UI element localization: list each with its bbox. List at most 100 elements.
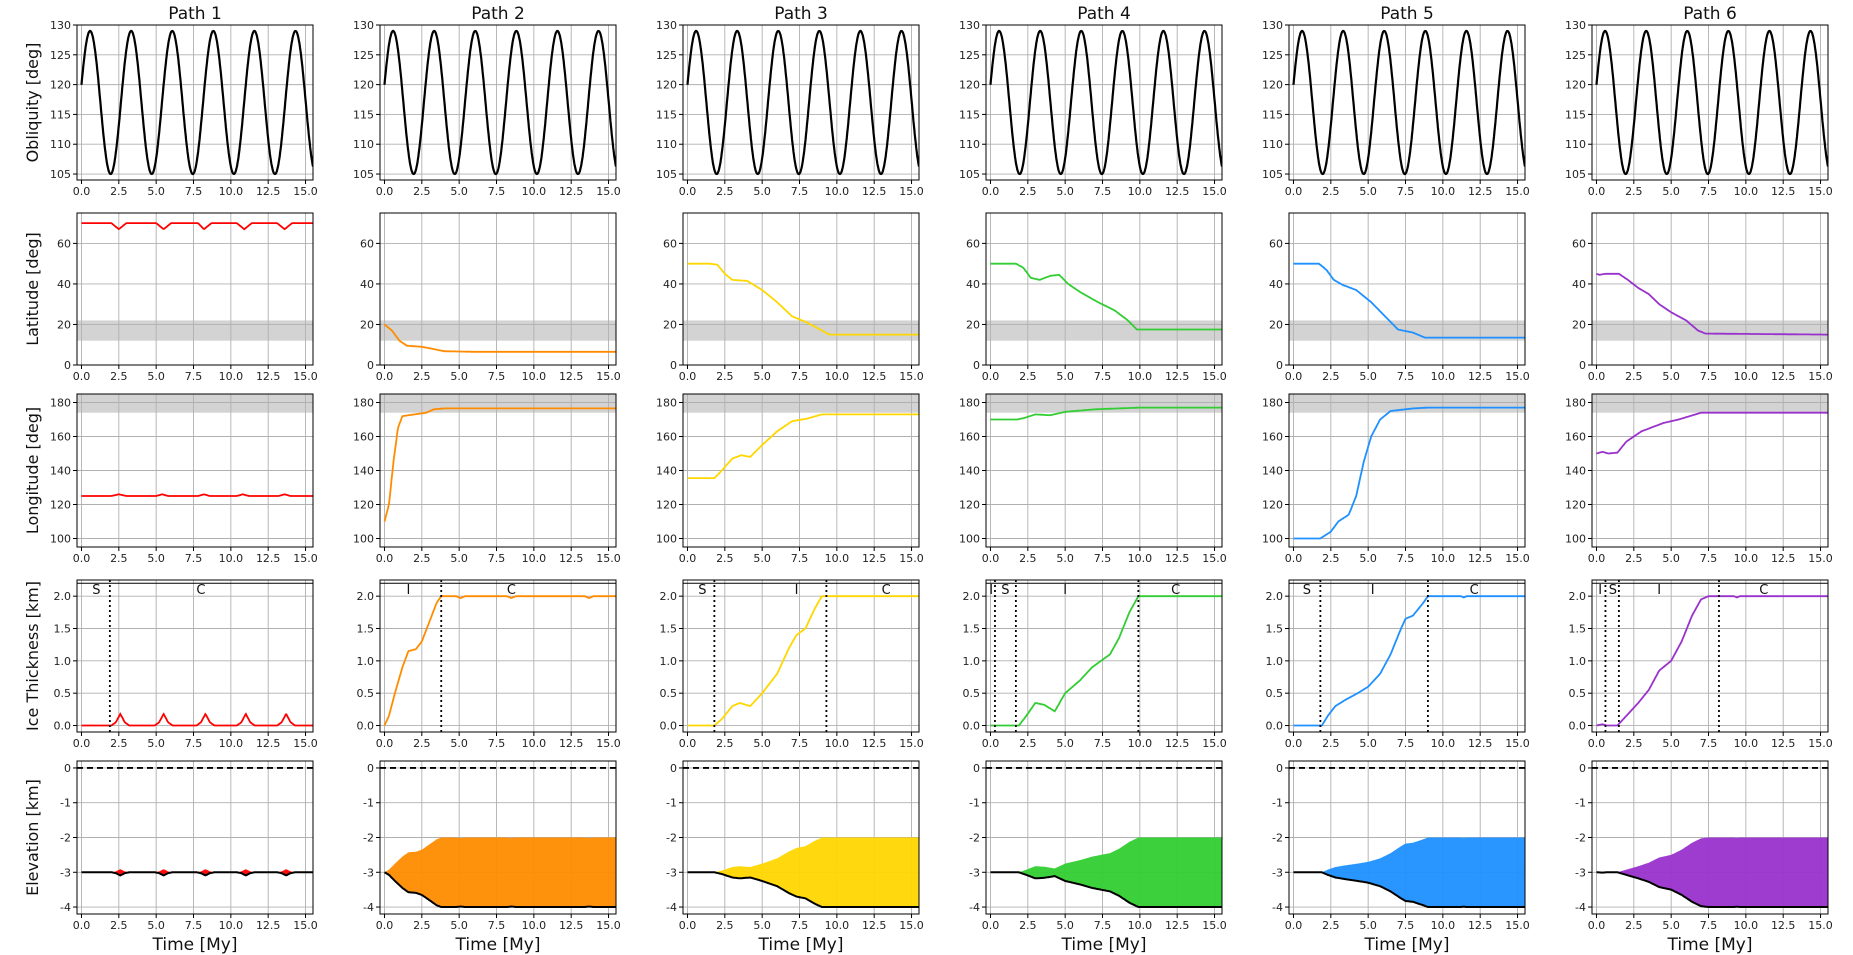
x-tick-label: 10.0 <box>522 919 547 932</box>
x-tick-label: 7.5 <box>1700 737 1718 750</box>
x-tick-label: 2.5 <box>716 737 734 750</box>
x-tick-label: 5.0 <box>1056 185 1074 198</box>
subplot: 0.0 2.5 5.0 7.5 10.0 12.5 15.0 0 -1 -2 -3 -4 Time [M… <box>969 760 1227 955</box>
subplot: 0.0 2.5 5.0 7.5 10.0 12.5 15.0 105 110 115 120 125 1… <box>1565 19 1833 198</box>
y-axis-label: Longitude [deg] <box>23 407 42 534</box>
y-tick-label: -1 <box>1575 797 1586 810</box>
x-tick-label: 0.0 <box>1588 737 1606 750</box>
x-tick-label: 15.0 <box>1202 370 1227 383</box>
y-tick-label: 60 <box>663 237 677 250</box>
x-tick-label: 2.5 <box>1625 737 1643 750</box>
x-tick-label: 7.5 <box>1094 737 1112 750</box>
x-tick-label: 10.0 <box>522 370 547 383</box>
phase-label: I <box>406 583 410 598</box>
x-tick-label: 5.0 <box>1056 552 1074 565</box>
x-tick-label: 0.0 <box>376 552 394 565</box>
x-tick-label: 0.0 <box>1285 370 1303 383</box>
x-tick-label: 7.5 <box>791 919 809 932</box>
x-tick-label: 15.0 <box>596 737 621 750</box>
y-tick-label: 60 <box>1572 237 1586 250</box>
y-tick-label: 120 <box>656 499 677 512</box>
y-tick-label: 0.5 <box>660 687 678 700</box>
plot-area <box>683 394 919 547</box>
y-tick-label: -4 <box>60 901 71 914</box>
y-tick-label: 110 <box>656 138 677 151</box>
axes-frame <box>1591 24 1829 181</box>
x-tick-label: 0.0 <box>1285 185 1303 198</box>
subplot: 0.0 2.5 5.0 7.5 10.0 12.5 15.0 0.0 0.5 1.0 1.5 2.0 I… <box>357 579 621 750</box>
x-tick-label: 0.0 <box>982 552 1000 565</box>
y-tick-label: 105 <box>959 168 980 181</box>
y-tick-label: -3 <box>969 866 980 879</box>
y-axis-label: Ice Thickness [km] <box>23 581 42 731</box>
x-tick-label: 0.0 <box>982 919 1000 932</box>
y-tick-label: 125 <box>1565 49 1586 62</box>
lat-line <box>687 262 919 336</box>
y-tick-label: 140 <box>1565 465 1586 478</box>
y-tick-label: -1 <box>969 797 980 810</box>
x-tick-label: 10.0 <box>219 919 244 932</box>
subplot: 0.0 2.5 5.0 7.5 10.0 12.5 15.0 105 110 115 120 125 1… <box>656 19 924 198</box>
subplot: 0.0 2.5 5.0 7.5 10.0 12.5 15.0 0 -1 -2 -3 -4 Time [M… <box>363 760 621 955</box>
x-tick-label: 12.5 <box>1771 370 1796 383</box>
x-tick-label: 7.5 <box>1397 919 1415 932</box>
phase-label: C <box>507 583 516 598</box>
x-tick-label: 2.5 <box>1625 552 1643 565</box>
axes-frame <box>76 579 314 733</box>
x-tick-label: 5.0 <box>1359 552 1377 565</box>
ice-volume-area <box>1596 837 1828 907</box>
x-tick-label: 0.0 <box>376 737 394 750</box>
axes-frame <box>379 24 617 181</box>
phase-label: S <box>698 583 706 598</box>
y-tick-label: 60 <box>360 237 374 250</box>
x-tick-label: 10.0 <box>1128 370 1153 383</box>
x-tick-label: 12.5 <box>1165 185 1190 198</box>
y-tick-label: 2.0 <box>1266 590 1284 603</box>
x-tick-label: 2.5 <box>1019 737 1037 750</box>
y-tick-label: 125 <box>353 49 374 62</box>
obliquity-line <box>383 29 616 176</box>
y-tick-label: 60 <box>966 237 980 250</box>
target-band <box>986 320 1222 341</box>
phase-label: S <box>92 583 100 598</box>
obliquity-line <box>1292 29 1525 176</box>
y-tick-label: 0.0 <box>660 720 678 733</box>
x-tick-label: 5.0 <box>147 185 165 198</box>
y-tick-label: 2.0 <box>54 590 72 603</box>
subplot: 0.0 2.5 5.0 7.5 10.0 12.5 15.0 105 110 115 120 125 1… <box>353 19 621 198</box>
x-tick-label: 0.0 <box>73 737 91 750</box>
x-tick-label: 7.5 <box>488 552 506 565</box>
lon-line <box>81 493 313 497</box>
x-tick-label: 15.0 <box>899 737 924 750</box>
y-tick-label: 1.0 <box>963 655 981 668</box>
y-tick-label: 120 <box>1262 499 1283 512</box>
y-tick-label: 1.5 <box>1569 623 1587 636</box>
x-tick-label: 7.5 <box>791 737 809 750</box>
y-tick-label: 2.0 <box>1569 590 1587 603</box>
y-tick-label: 120 <box>1565 499 1586 512</box>
y-tick-label: 20 <box>663 318 677 331</box>
x-tick-label: 7.5 <box>1700 552 1718 565</box>
x-tick-label: 5.0 <box>1056 370 1074 383</box>
y-tick-label: 180 <box>1565 397 1586 410</box>
y-tick-label: 115 <box>959 108 980 121</box>
y-tick-label: -4 <box>1272 901 1283 914</box>
x-tick-label: 5.0 <box>753 737 771 750</box>
y-tick-label: 140 <box>353 465 374 478</box>
axes-frame <box>682 579 920 733</box>
x-tick-label: 7.5 <box>488 919 506 932</box>
x-tick-label: 12.5 <box>1165 370 1190 383</box>
bedrock-line <box>1596 871 1828 908</box>
x-tick-label: 12.5 <box>1771 185 1796 198</box>
y-tick-label: 1.5 <box>357 623 375 636</box>
x-tick-label: 12.5 <box>862 737 887 750</box>
x-tick-label: 15.0 <box>1808 919 1833 932</box>
plot-area <box>77 580 313 732</box>
lat-line <box>383 323 616 353</box>
x-tick-label: 15.0 <box>596 552 621 565</box>
phase-label: C <box>1171 583 1180 598</box>
y-tick-label: 0.0 <box>1569 720 1587 733</box>
x-axis-label: Time [My] <box>152 935 238 955</box>
x-tick-label: 10.0 <box>1734 919 1759 932</box>
y-tick-label: 20 <box>360 318 374 331</box>
